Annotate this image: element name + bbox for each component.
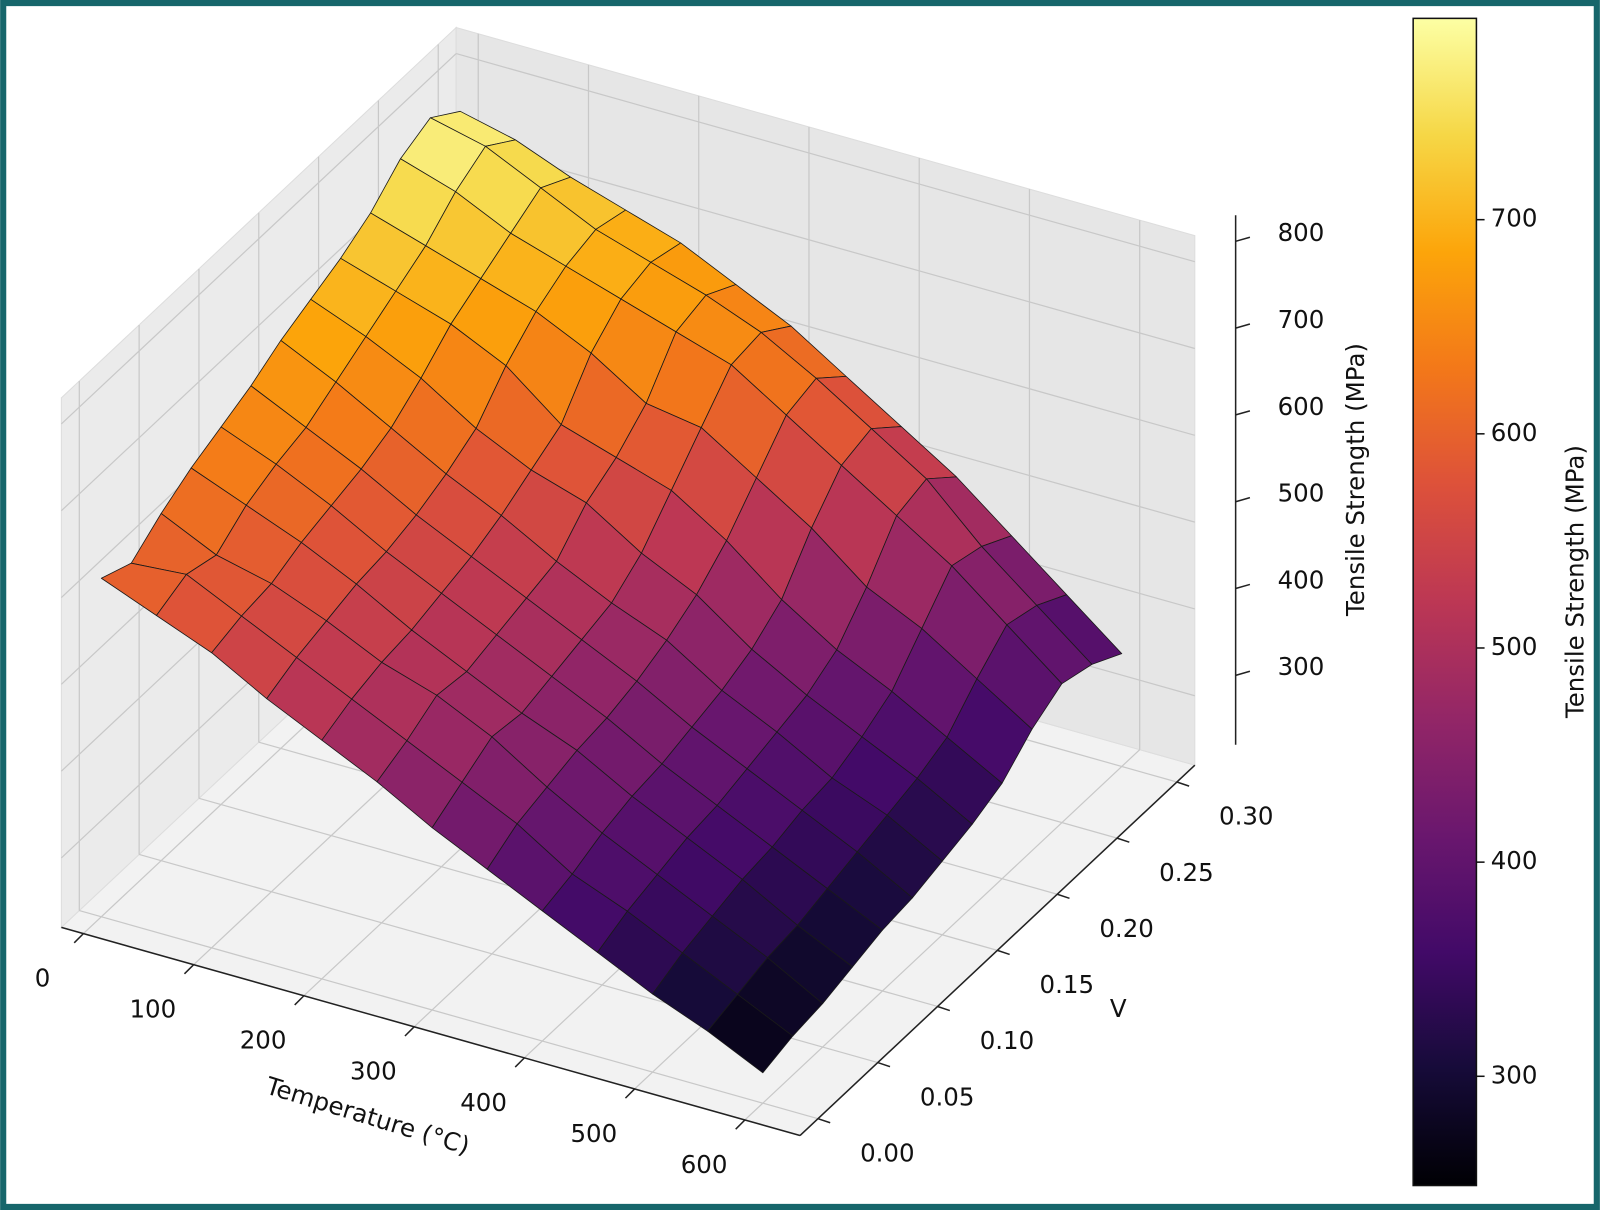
z-axis-label: Tensile Strength (MPa) [1341,343,1370,617]
tick-mark [1235,583,1251,590]
z-tick-label: 800 [1278,218,1325,247]
tick-mark [404,1026,415,1037]
colorbar-gradient [1412,17,1478,1187]
x-tick-label: 500 [570,1119,617,1148]
z-tick-label: 500 [1278,479,1325,508]
grid-line [60,53,457,425]
y-tick-label: 0.25 [1159,858,1213,887]
tick-mark [183,964,195,975]
y-axis-label: V [1110,994,1127,1023]
tick-mark [1235,410,1251,416]
tick-mark [817,1117,831,1124]
x-axis-line [61,926,801,1137]
tick-mark [937,1005,951,1012]
y-tick-label: 0.00 [860,1138,914,1167]
tick-mark [1235,236,1251,243]
tick-mark [1235,496,1251,503]
surface-cell [707,994,794,1074]
grid-line [456,52,1195,263]
z-tick-label: 700 [1278,305,1325,334]
surface [100,110,1123,1074]
colorbar-tick-label: 700 [1491,204,1538,233]
colorbar-tick-label: 600 [1491,418,1538,447]
tick-mark [514,1057,525,1068]
grid-line [456,139,1195,350]
tick-mark [624,1088,636,1099]
x-tick-label: 200 [240,1026,287,1055]
tick-mark [1176,781,1190,787]
tick-mark [1235,670,1251,677]
colorbar-tick-label: 300 [1491,1060,1538,1089]
tick-mark [73,933,84,944]
tick-mark [877,1061,891,1068]
z-tick-label: 600 [1278,392,1325,421]
x-tick-label: 600 [681,1150,728,1179]
x-tick-label: 0 [35,964,51,993]
y-axis-line [799,764,1196,1137]
y-tick-label: 0.30 [1219,802,1273,831]
y-tick-label: 0.15 [1040,970,1094,999]
colorbar-tick-label: 400 [1491,846,1538,875]
x-tick-label: 100 [129,995,176,1024]
x-tick-label: 400 [460,1088,507,1117]
colorbar: 300 400 500 600 700 [1412,17,1538,1187]
tick-mark [1116,837,1130,843]
y-tick-label: 0.05 [920,1082,974,1111]
tick-mark [1056,893,1070,900]
tick-mark [997,949,1010,956]
z-tick-label: 400 [1278,565,1325,594]
z-tick-label: 300 [1278,652,1325,681]
colorbar-tick-label: 500 [1491,632,1538,661]
tick-mark [1235,323,1251,329]
tick-mark [294,995,305,1006]
x-tick-label: 300 [350,1057,397,1086]
tick-mark [735,1119,746,1130]
grid-line [79,909,819,1120]
colorbar-label: Tensile Strength (MPa) [1560,445,1589,719]
y-tick-label: 0.10 [980,1026,1034,1055]
y-tick-label: 0.20 [1099,914,1153,943]
